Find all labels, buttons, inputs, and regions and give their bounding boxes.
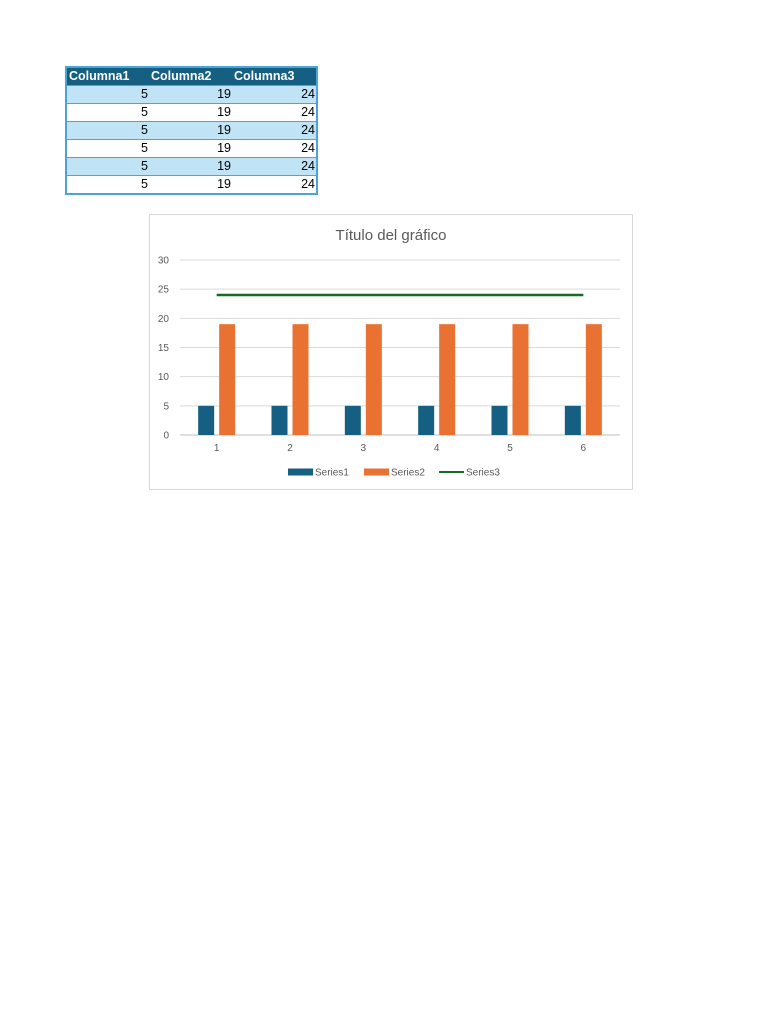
table-cell[interactable]: 19 bbox=[149, 139, 232, 158]
y-tick-label: 15 bbox=[158, 343, 170, 354]
table-cell[interactable]: 19 bbox=[149, 103, 232, 122]
table-cell[interactable]: 24 bbox=[232, 121, 317, 140]
bar-series2[interactable] bbox=[512, 324, 529, 435]
table-cell[interactable]: 5 bbox=[66, 121, 149, 140]
legend-label[interactable]: Series2 bbox=[391, 468, 425, 479]
data-table: Columna1 Columna2 Columna3 5 19 24 5 19 … bbox=[65, 66, 318, 195]
x-tick-label: 4 bbox=[434, 443, 440, 454]
table-cell[interactable]: 19 bbox=[149, 157, 232, 176]
bar-series1[interactable] bbox=[418, 405, 435, 435]
x-axis-tick-labels: 1 2 3 4 5 6 bbox=[214, 443, 587, 454]
table-cell[interactable]: 24 bbox=[232, 85, 317, 104]
table-cell[interactable]: 19 bbox=[149, 85, 232, 104]
y-tick-label: 5 bbox=[163, 401, 169, 412]
table-row: 5 19 24 bbox=[66, 103, 317, 122]
chart-container[interactable]: Título del gráfico 0 5 10 15 20 25 30 1 2 3 4 5 6 S… bbox=[149, 214, 633, 490]
table-cell[interactable]: 24 bbox=[232, 139, 317, 158]
x-tick-label: 1 bbox=[214, 443, 220, 454]
table-cell[interactable]: 5 bbox=[66, 85, 149, 104]
y-tick-label: 30 bbox=[158, 256, 170, 267]
y-tick-label: 10 bbox=[158, 372, 170, 383]
table-cell[interactable]: 5 bbox=[66, 103, 149, 122]
table-row: 5 19 24 bbox=[66, 157, 317, 176]
y-tick-label: 25 bbox=[158, 285, 170, 296]
legend-label[interactable]: Series1 bbox=[315, 468, 349, 479]
y-tick-label: 20 bbox=[158, 314, 170, 325]
x-tick-label: 6 bbox=[581, 443, 587, 454]
gridlines bbox=[180, 259, 620, 436]
chart-title[interactable]: Título del gráfico bbox=[336, 227, 447, 244]
table-cell[interactable]: 5 bbox=[66, 139, 149, 158]
bar-marks bbox=[198, 324, 602, 435]
table-cell[interactable]: 24 bbox=[232, 157, 317, 176]
legend-swatch bbox=[364, 468, 389, 476]
table-cell[interactable]: 24 bbox=[232, 103, 317, 122]
table-row: 5 19 24 bbox=[66, 175, 317, 194]
table-cell[interactable]: 5 bbox=[66, 175, 149, 194]
bar-series1[interactable] bbox=[198, 405, 215, 435]
table-cell[interactable]: 19 bbox=[149, 175, 232, 194]
bar-series2[interactable] bbox=[219, 324, 236, 435]
legend-label[interactable]: Series3 bbox=[466, 468, 500, 479]
table-cell[interactable]: 24 bbox=[232, 175, 317, 194]
table-row: 5 19 24 bbox=[66, 139, 317, 158]
table-row: 5 19 24 bbox=[66, 121, 317, 140]
bar-series2[interactable] bbox=[585, 324, 602, 435]
column-header[interactable]: Columna3 bbox=[232, 67, 317, 86]
bar-series2[interactable] bbox=[292, 324, 309, 435]
bar-series1[interactable] bbox=[344, 405, 361, 435]
table-header-row: Columna1 Columna2 Columna3 bbox=[66, 67, 317, 86]
x-tick-label: 3 bbox=[361, 443, 367, 454]
table-row: 5 19 24 bbox=[66, 85, 317, 104]
y-axis-tick-labels: 0 5 10 15 20 25 30 bbox=[158, 256, 170, 442]
bar-series1[interactable] bbox=[491, 405, 508, 435]
bar-series1[interactable] bbox=[564, 405, 581, 435]
chart-svg: Título del gráfico 0 5 10 15 20 25 30 1 2 3 4 5 6 S… bbox=[158, 227, 620, 479]
x-tick-label: 5 bbox=[507, 443, 513, 454]
bar-series2[interactable] bbox=[439, 324, 456, 435]
y-tick-label: 0 bbox=[163, 431, 169, 442]
legend[interactable]: Series1 Series2 Series3 bbox=[288, 468, 500, 479]
x-tick-label: 2 bbox=[287, 443, 293, 454]
table-cell[interactable]: 19 bbox=[149, 121, 232, 140]
legend-swatch bbox=[288, 468, 313, 476]
table-cell[interactable]: 5 bbox=[66, 157, 149, 176]
bar-series1[interactable] bbox=[271, 405, 288, 435]
column-header[interactable]: Columna1 bbox=[66, 67, 149, 86]
column-header[interactable]: Columna2 bbox=[149, 67, 232, 86]
bar-series2[interactable] bbox=[365, 324, 382, 435]
